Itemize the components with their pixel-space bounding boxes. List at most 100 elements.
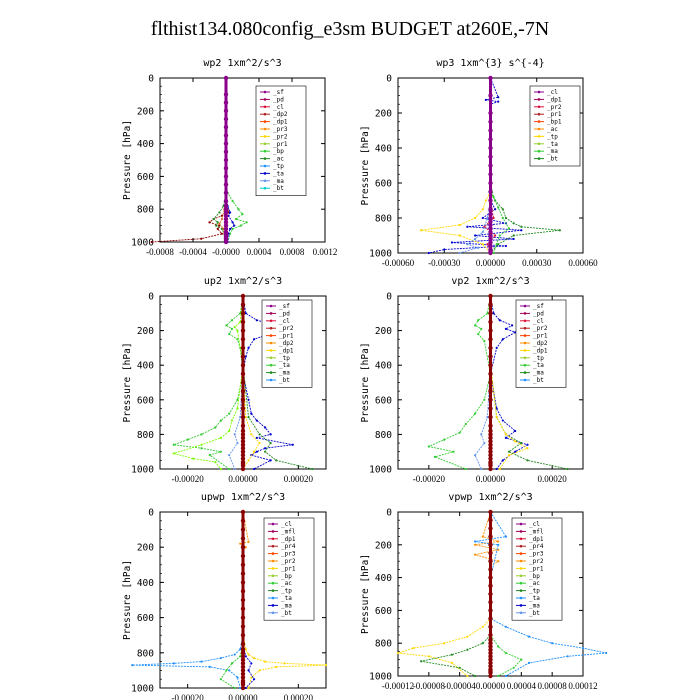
series-line-tp [242, 295, 293, 470]
data-point [219, 450, 222, 453]
data-point [504, 436, 508, 439]
data-point [477, 332, 480, 336]
data-point [488, 406, 493, 411]
legend-marker [263, 105, 267, 109]
data-point [488, 452, 493, 458]
y-tick-label: 0 [148, 74, 154, 85]
x-tick-label: -0.0004 [179, 247, 207, 257]
legend-label: _pr2 [547, 104, 562, 111]
data-point [229, 232, 232, 235]
data-point [240, 536, 246, 541]
data-point [244, 355, 247, 358]
data-point [473, 237, 477, 241]
data-point [488, 616, 493, 621]
y-tick-label: 1000 [369, 672, 392, 683]
y-tick-label: 0 [386, 508, 392, 519]
legend-label: _ma [547, 148, 558, 155]
data-point [495, 243, 498, 246]
data-point [488, 641, 493, 646]
data-point [488, 110, 493, 116]
data-point [208, 454, 211, 457]
data-point [420, 229, 423, 232]
y-tick-label: 800 [375, 214, 392, 225]
data-point [223, 216, 229, 222]
data-point [220, 232, 223, 235]
data-point [172, 452, 175, 455]
data-point [488, 337, 493, 342]
data-point [492, 251, 495, 255]
data-point [240, 641, 246, 647]
data-point [240, 319, 246, 325]
y-axis-label: Pressure [hPa] [122, 120, 133, 200]
y-axis-label: Pressure [hPa] [360, 125, 371, 205]
data-point [219, 656, 222, 660]
data-point [458, 234, 461, 237]
legend-marker [269, 356, 273, 360]
legend-label: _ma [273, 178, 284, 185]
data-point [501, 459, 504, 462]
data-point [219, 467, 222, 471]
data-point [488, 559, 493, 564]
data-point [481, 230, 484, 234]
x-tick-label: -0.00060 [382, 258, 415, 268]
y-tick-label: 800 [375, 430, 392, 441]
data-point [494, 208, 497, 211]
legend-marker [519, 574, 523, 578]
data-point [239, 648, 242, 651]
data-point [488, 650, 493, 656]
y-axis-label: Pressure [hPa] [122, 560, 133, 640]
data-point [214, 460, 217, 464]
data-point [240, 371, 246, 377]
data-point [477, 319, 480, 322]
legend-label: _pr1 [547, 111, 562, 118]
data-point [450, 661, 454, 664]
data-point [264, 660, 267, 663]
data-point [233, 433, 236, 436]
data-point [527, 661, 531, 664]
legend-label: _tp [273, 163, 284, 170]
data-point [240, 571, 246, 576]
data-point [497, 645, 500, 648]
legend-marker [537, 105, 541, 109]
legend-label: _bt [547, 156, 558, 163]
data-point [244, 686, 247, 690]
legend-marker [519, 559, 523, 563]
data-point [219, 419, 222, 422]
legend-label: _ac [547, 126, 558, 133]
data-point [504, 327, 508, 330]
series-line-pr2 [397, 512, 491, 677]
x-tick-label: 0.00000 [476, 474, 506, 484]
legend-marker [519, 537, 523, 541]
y-tick-label: 1000 [131, 465, 154, 476]
data-point [495, 467, 498, 471]
data-point [488, 250, 493, 256]
data-point [223, 100, 229, 105]
data-point [250, 433, 253, 436]
legend-label: _ma [281, 602, 292, 609]
legend-marker [519, 544, 523, 548]
x-tick-label: 0.00030 [522, 258, 552, 268]
data-point [258, 669, 261, 672]
legend-label: _pr2 [281, 558, 296, 565]
legend-marker [523, 356, 527, 360]
data-point [223, 149, 229, 154]
legend-label: _dp2 [273, 111, 288, 118]
x-tick-label: -0.00012 [382, 681, 414, 691]
data-point [504, 244, 508, 248]
data-point [291, 443, 294, 446]
data-point [240, 439, 246, 444]
x-tick-label: -0.00020 [172, 693, 205, 700]
data-point [488, 624, 493, 629]
data-point [581, 647, 585, 650]
data-point [269, 441, 272, 445]
data-point [252, 450, 256, 453]
data-point [488, 198, 493, 203]
data-point [239, 416, 242, 419]
legend-label: _pr4 [529, 543, 544, 550]
data-point [240, 293, 246, 299]
data-point [520, 225, 523, 228]
data-point [223, 213, 229, 218]
data-point [240, 428, 246, 434]
chart-panel-1: wp2 1xm^2/s^3 Pressure [hPa] 0 200 400 600 800… [122, 58, 337, 257]
data-point [233, 467, 236, 471]
